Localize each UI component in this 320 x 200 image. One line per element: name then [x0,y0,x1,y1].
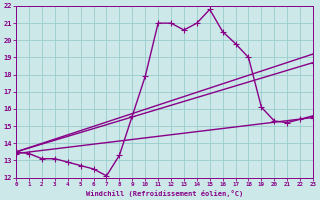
X-axis label: Windchill (Refroidissement éolien,°C): Windchill (Refroidissement éolien,°C) [86,190,243,197]
